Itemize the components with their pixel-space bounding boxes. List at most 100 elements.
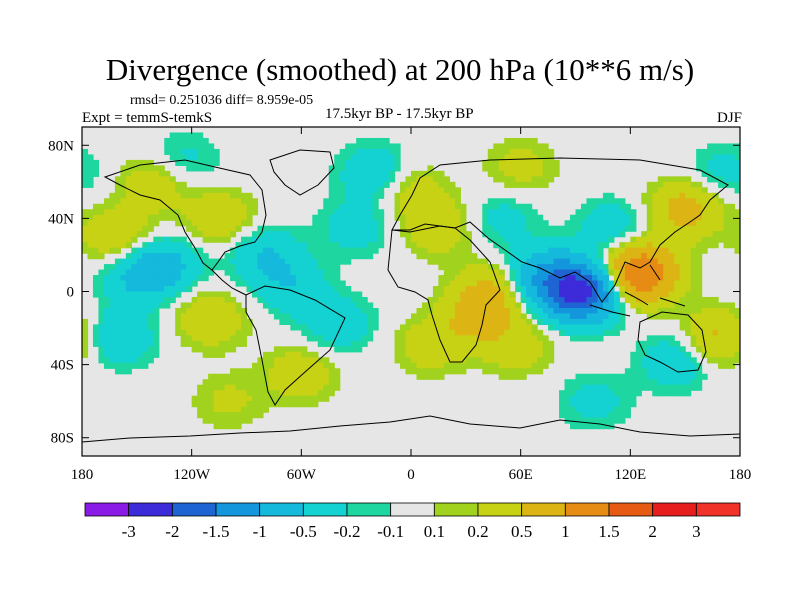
field-cell [498, 220, 505, 227]
field-cell [279, 357, 286, 364]
field-cell [339, 176, 346, 183]
field-cell [591, 373, 599, 380]
field-cell [158, 264, 165, 271]
field-cell [482, 214, 489, 221]
field-cell [356, 253, 363, 260]
field-cell [235, 192, 242, 199]
field-cell [487, 340, 494, 347]
field-cell [460, 368, 467, 375]
field-cell [613, 417, 620, 424]
y-tick-label: 0 [67, 285, 75, 301]
field-cell [432, 357, 440, 364]
field-cell [400, 192, 407, 199]
field-cell [169, 132, 176, 139]
field-cell [213, 401, 220, 408]
field-cell [580, 379, 588, 386]
field-cell [372, 318, 379, 325]
field-cell [153, 181, 160, 188]
field-cell [718, 176, 725, 183]
field-cell [82, 324, 89, 331]
field-cell [493, 307, 500, 315]
field-cell [103, 280, 111, 287]
field-cell [350, 220, 357, 227]
field-cell [202, 264, 209, 271]
field-cell [602, 423, 609, 430]
field-cell [416, 346, 423, 353]
field-cell [646, 236, 653, 243]
colorbar-swatch [84, 502, 130, 517]
colorbar-label: 0.1 [424, 522, 445, 541]
field-cell [147, 159, 154, 166]
field-cell [515, 280, 522, 287]
field-cell [443, 357, 450, 364]
field-cell [509, 346, 516, 353]
field-cell [586, 247, 593, 254]
field-cell [729, 159, 736, 166]
field-cell [443, 335, 450, 342]
field-cell [328, 313, 335, 320]
field-cell [317, 231, 324, 238]
field-cell [98, 329, 105, 336]
field-cell [646, 373, 653, 380]
field-cell [169, 214, 176, 221]
field-cell [334, 187, 341, 194]
field-cell [235, 379, 242, 386]
field-cell [734, 236, 740, 243]
field-cell [208, 307, 215, 315]
field-cell [323, 335, 330, 342]
field-cell [526, 324, 533, 331]
field-cell [734, 165, 740, 172]
field-cell [657, 269, 664, 276]
field-cell [114, 220, 121, 227]
field-cell [262, 231, 270, 238]
field-cell [586, 231, 593, 238]
season-label: DJF [716, 110, 742, 126]
field-cell [197, 291, 204, 298]
field-cell [460, 362, 467, 369]
field-cell [548, 231, 555, 238]
field-cell [498, 335, 505, 342]
field-cell [142, 340, 149, 347]
field-cell [427, 329, 434, 336]
field-cell [564, 275, 571, 282]
field-cell [235, 302, 242, 309]
field-cell [674, 209, 681, 216]
field-cell [531, 269, 538, 276]
field-cell [147, 313, 154, 320]
field-cell [394, 165, 401, 172]
field-cell [493, 214, 500, 221]
field-cell [668, 187, 675, 194]
field-cell [701, 170, 708, 177]
field-cell [520, 269, 527, 276]
field-cell [586, 384, 593, 391]
field-cell [482, 362, 489, 369]
field-cell [328, 176, 335, 183]
field-cell [696, 329, 703, 336]
field-cell [575, 214, 582, 221]
field-cell [526, 242, 533, 249]
field-cell [350, 198, 357, 205]
field-cell [208, 225, 215, 232]
field-cell [729, 220, 736, 227]
field-cell [597, 269, 604, 276]
field-cell [405, 236, 412, 243]
field-cell [646, 280, 653, 287]
field-cell [427, 357, 434, 364]
field-cell [378, 137, 385, 145]
field-cell [153, 307, 160, 315]
field-cell [559, 286, 566, 293]
field-cell [328, 198, 335, 205]
field-cell [180, 181, 187, 188]
field-cell [136, 362, 143, 369]
field-cell [526, 220, 533, 227]
field-cell [120, 214, 127, 221]
field-cell [235, 313, 242, 320]
field-cell [208, 296, 215, 304]
field-cell [186, 247, 193, 254]
field-cell [175, 242, 182, 249]
field-cell [361, 313, 368, 320]
field-cell [619, 269, 626, 276]
field-cell [328, 280, 335, 287]
field-cell [279, 280, 286, 287]
field-cell [356, 231, 363, 238]
